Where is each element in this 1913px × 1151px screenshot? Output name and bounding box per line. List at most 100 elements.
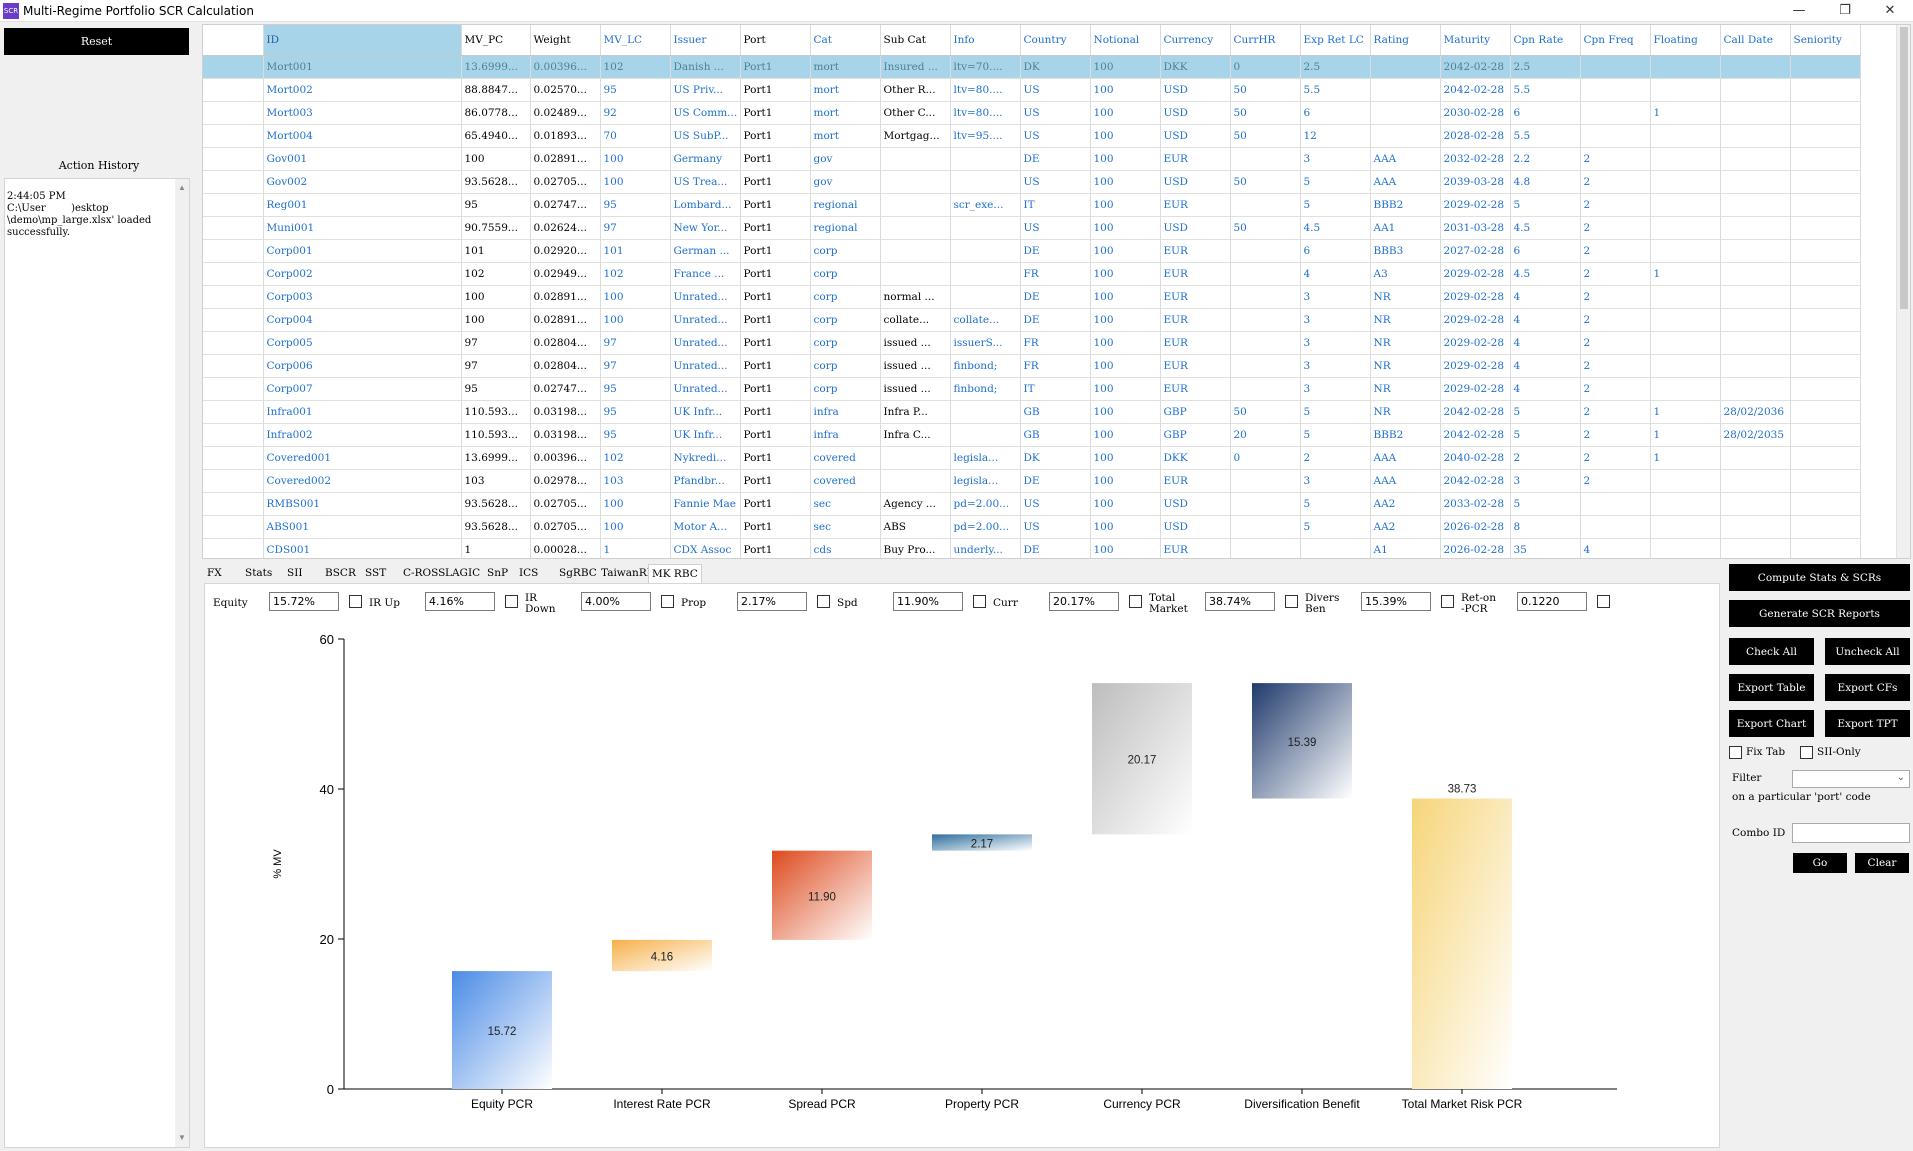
table-cell[interactable]: 6: [1300, 239, 1371, 263]
table-cell[interactable]: US: [1020, 515, 1091, 539]
table-cell[interactable]: Unrated...: [670, 308, 741, 332]
table-cell[interactable]: USD: [1160, 492, 1231, 516]
table-cell[interactable]: 1: [1650, 101, 1721, 125]
table-row[interactable]: Covered001 13.6999... 0.00396... 102 Nykredi…: [203, 446, 1861, 470]
table-cell[interactable]: 35: [1510, 538, 1581, 558]
table-cell[interactable]: Gov002: [263, 170, 462, 194]
table-cell[interactable]: 95: [600, 377, 671, 401]
table-cell[interactable]: 95: [600, 193, 671, 217]
table-cell[interactable]: 28/02/2036: [1720, 400, 1791, 424]
row-header[interactable]: [203, 216, 264, 240]
table-cell[interactable]: 100: [1090, 423, 1161, 447]
table-cell[interactable]: FR: [1020, 354, 1091, 378]
table-cell[interactable]: 0: [1230, 446, 1301, 470]
table-cell[interactable]: 6: [1510, 101, 1581, 125]
table-cell[interactable]: EUR: [1160, 239, 1231, 263]
table-cell[interactable]: 102: [600, 55, 671, 79]
table-cell[interactable]: [1720, 515, 1791, 539]
table-cell[interactable]: [1370, 78, 1441, 102]
table-cell[interactable]: Infra C...: [880, 423, 951, 447]
table-cell[interactable]: scr_exe...: [950, 193, 1021, 217]
table-cell[interactable]: Port1: [740, 492, 811, 516]
table-cell[interactable]: EUR: [1160, 469, 1231, 493]
table-cell[interactable]: 2: [1580, 469, 1651, 493]
table-cell[interactable]: [1230, 147, 1301, 171]
table-cell[interactable]: NR: [1370, 354, 1441, 378]
table-cell[interactable]: 0.02891...: [530, 147, 601, 171]
table-cell[interactable]: [880, 446, 951, 470]
table-cell[interactable]: NR: [1370, 377, 1441, 401]
table-cell[interactable]: 2029-02-28: [1440, 262, 1511, 286]
table-cell[interactable]: [1790, 147, 1861, 171]
table-cell[interactable]: Mort001: [263, 55, 462, 79]
table-cell[interactable]: 2029-02-28: [1440, 377, 1511, 401]
table-cell[interactable]: pd=2.00...: [950, 492, 1021, 516]
table-cell[interactable]: UK Infr...: [670, 400, 741, 424]
table-cell[interactable]: 50: [1230, 216, 1301, 240]
table-cell[interactable]: 2042-02-28: [1440, 423, 1511, 447]
table-cell[interactable]: 3: [1300, 308, 1371, 332]
table-cell[interactable]: 100: [1090, 354, 1161, 378]
table-cell[interactable]: 2029-02-28: [1440, 331, 1511, 355]
table-cell[interactable]: 2: [1510, 446, 1581, 470]
table-cell[interactable]: 4: [1510, 285, 1581, 309]
table-cell[interactable]: [1230, 538, 1301, 558]
metric-value-field[interactable]: 38.74%: [1205, 592, 1275, 611]
table-cell[interactable]: 2033-02-28: [1440, 492, 1511, 516]
table-cell[interactable]: sec: [810, 492, 881, 516]
table-cell[interactable]: 3: [1300, 331, 1371, 355]
table-cell[interactable]: 2030-02-28: [1440, 101, 1511, 125]
table-cell[interactable]: EUR: [1160, 193, 1231, 217]
table-cell[interactable]: US: [1020, 124, 1091, 148]
table-cell[interactable]: Port1: [740, 262, 811, 286]
table-cell[interactable]: corp: [810, 285, 881, 309]
table-cell[interactable]: Unrated...: [670, 377, 741, 401]
tab-fx[interactable]: FX: [207, 567, 222, 579]
table-cell[interactable]: [950, 239, 1021, 263]
table-cell[interactable]: GBP: [1160, 423, 1231, 447]
table-cell[interactable]: Corp003: [263, 285, 462, 309]
table-cell[interactable]: [1790, 423, 1861, 447]
table-cell[interactable]: [1650, 331, 1721, 355]
tab-lagic[interactable]: LAGIC: [445, 567, 481, 579]
table-cell[interactable]: [950, 170, 1021, 194]
table-cell[interactable]: 0.00028...: [530, 538, 601, 558]
table-cell[interactable]: 2: [1580, 147, 1651, 171]
table-cell[interactable]: Port1: [740, 124, 811, 148]
row-header[interactable]: [203, 446, 264, 470]
table-cell[interactable]: [1230, 377, 1301, 401]
table-cell[interactable]: [1650, 124, 1721, 148]
metric-value-field[interactable]: 4.16%: [425, 592, 495, 611]
table-row[interactable]: Corp003 100 0.02891... 100 Unrated... Port1 co…: [203, 285, 1861, 309]
row-header[interactable]: [203, 262, 264, 286]
table-cell[interactable]: Port1: [740, 469, 811, 493]
column-header[interactable]: Exp Ret LC: [1300, 25, 1371, 56]
column-header[interactable]: Info: [950, 25, 1021, 56]
table-row[interactable]: Mort003 86.0778... 0.02489... 92 US Comm... P…: [203, 101, 1861, 125]
table-cell[interactable]: Port1: [740, 423, 811, 447]
table-cell[interactable]: EUR: [1160, 285, 1231, 309]
table-cell[interactable]: 2: [1580, 285, 1651, 309]
table-cell[interactable]: 2: [1580, 400, 1651, 424]
tab-bscr[interactable]: BSCR: [325, 567, 356, 579]
table-cell[interactable]: 0.02747...: [530, 193, 601, 217]
metric-checkbox[interactable]: [1285, 595, 1298, 608]
table-cell[interactable]: 1: [1650, 400, 1721, 424]
table-cell[interactable]: EUR: [1160, 377, 1231, 401]
table-cell[interactable]: [1790, 446, 1861, 470]
table-cell[interactable]: 97: [600, 354, 671, 378]
table-cell[interactable]: 93.5628...: [461, 515, 531, 539]
table-cell[interactable]: [1650, 78, 1721, 102]
table-cell[interactable]: 100: [1090, 147, 1161, 171]
table-cell[interactable]: 2029-02-28: [1440, 308, 1511, 332]
table-cell[interactable]: Port1: [740, 538, 811, 558]
row-header[interactable]: [203, 285, 264, 309]
table-cell[interactable]: [880, 239, 951, 263]
table-row[interactable]: Reg001 95 0.02747... 95 Lombard... Port1 regio…: [203, 193, 1861, 217]
table-row[interactable]: Mort001 13.6999... 0.00396... 102 Danish ...…: [203, 55, 1861, 79]
generate-reports-button[interactable]: Generate SCR Reports: [1729, 600, 1910, 627]
table-cell[interactable]: 2042-02-28: [1440, 55, 1511, 79]
table-cell[interactable]: 2032-02-28: [1440, 147, 1511, 171]
table-cell[interactable]: 2031-03-28: [1440, 216, 1511, 240]
table-cell[interactable]: 1: [1650, 423, 1721, 447]
